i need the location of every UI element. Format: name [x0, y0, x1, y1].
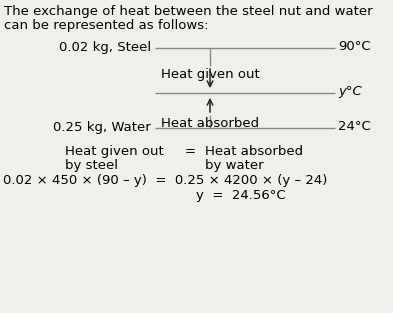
Text: Heat given out: Heat given out	[65, 145, 164, 158]
Text: The exchange of heat between the steel nut and water: The exchange of heat between the steel n…	[4, 5, 373, 18]
Text: 0.02 × 450 × (90 – y)  =  0.25 × 4200 × (y – 24): 0.02 × 450 × (90 – y) = 0.25 × 4200 × (y…	[3, 174, 327, 187]
Text: y°C: y°C	[338, 85, 362, 99]
Text: 24°C: 24°C	[338, 121, 371, 134]
Text: can be represented as follows:: can be represented as follows:	[4, 19, 209, 32]
Text: 90°C: 90°C	[338, 40, 371, 54]
Text: 0.02 kg, Steel: 0.02 kg, Steel	[59, 40, 151, 54]
Text: Heat absorbed: Heat absorbed	[161, 117, 259, 130]
Text: Heat given out: Heat given out	[161, 68, 259, 81]
Text: by water: by water	[205, 159, 264, 172]
Text: 0.25 kg, Water: 0.25 kg, Water	[53, 121, 151, 134]
Text: by steel: by steel	[65, 159, 118, 172]
Text: y  =  24.56°C: y = 24.56°C	[196, 189, 286, 202]
Text: =: =	[185, 145, 196, 158]
Text: Heat absorbed: Heat absorbed	[205, 145, 303, 158]
